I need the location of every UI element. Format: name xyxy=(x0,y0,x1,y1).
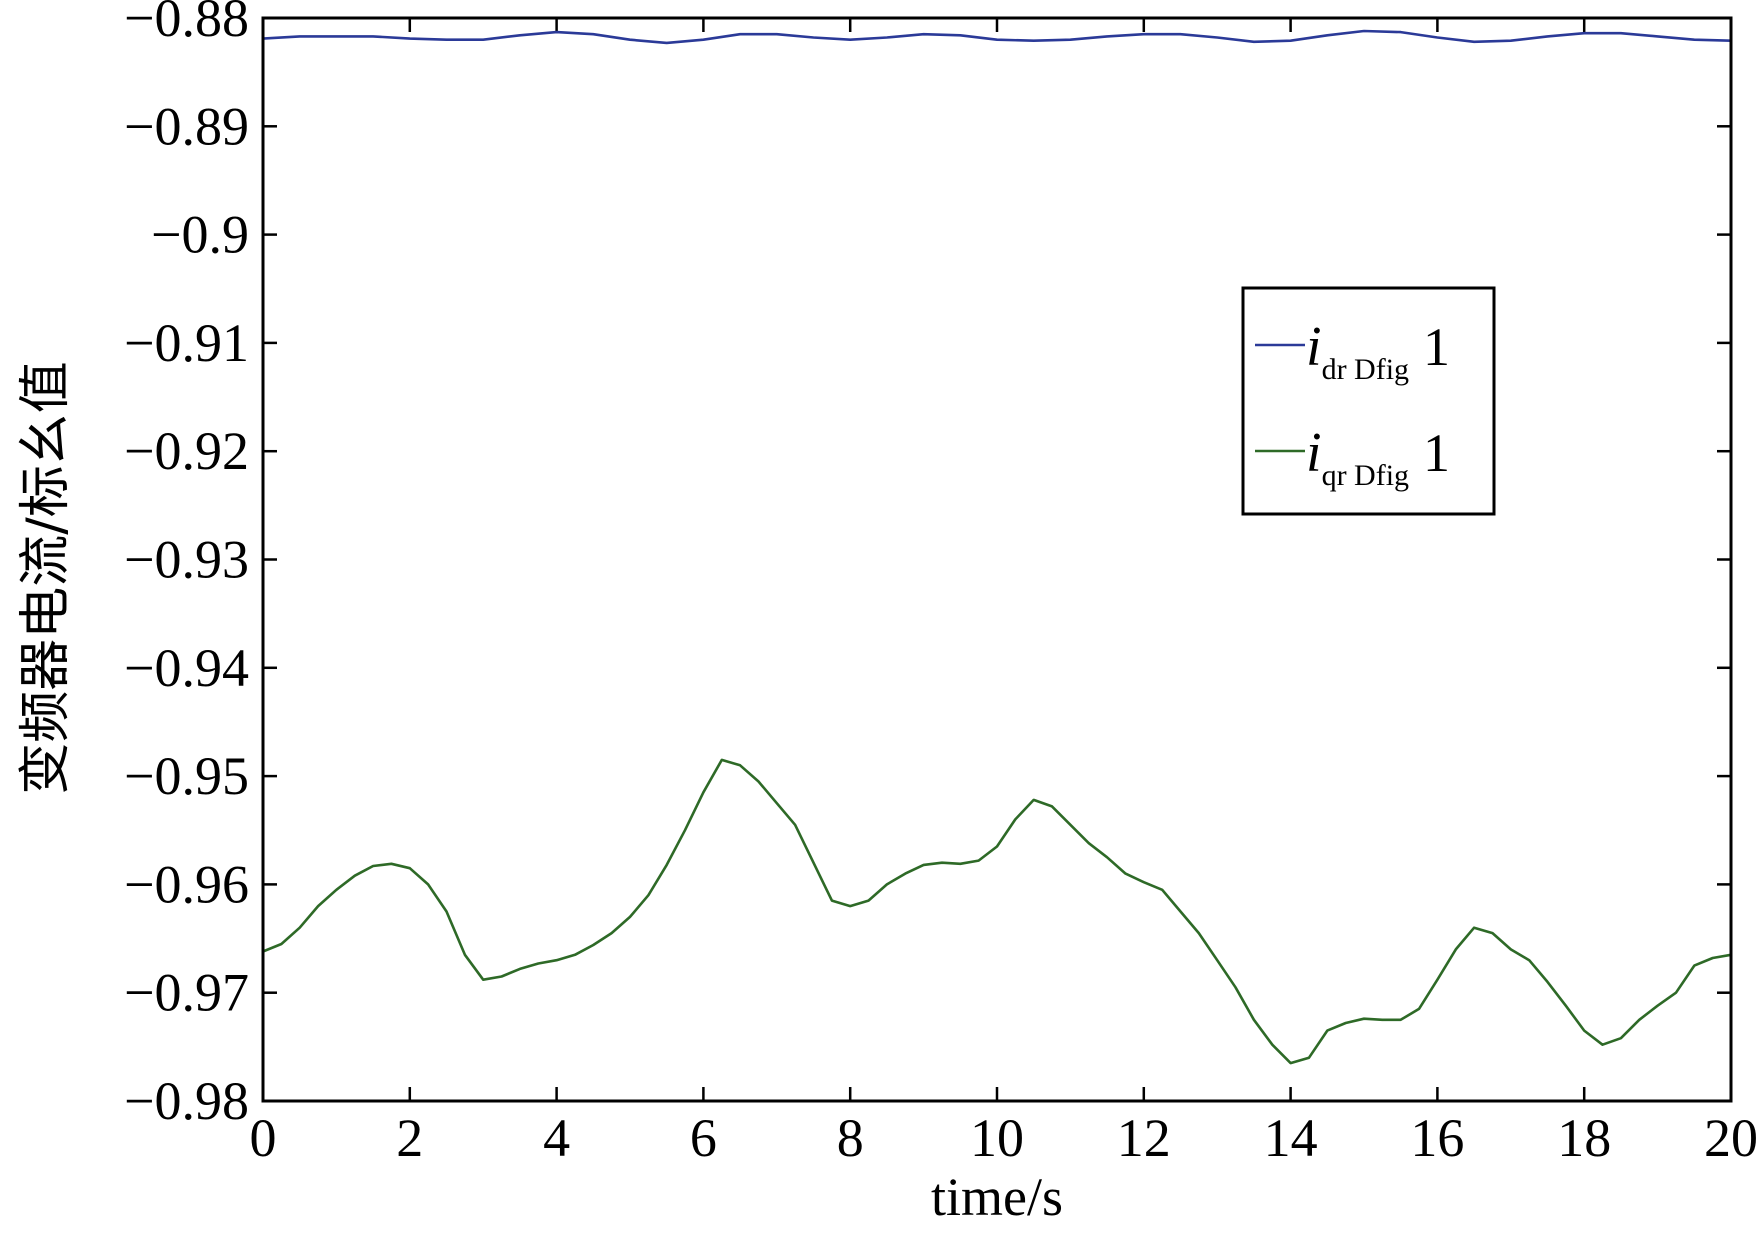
x-axis-title: time/s xyxy=(931,1167,1063,1227)
tick-marks xyxy=(261,16,1733,1103)
series-lines xyxy=(261,29,1733,1065)
legend-suffix-iqr: 1 xyxy=(1423,423,1450,483)
legend-sub-idr: dr Dfig xyxy=(1322,353,1409,386)
y-tick-label: −0.98 xyxy=(124,1071,249,1131)
y-tick-label: −0.93 xyxy=(124,530,249,590)
x-tick-label: 4 xyxy=(543,1108,570,1168)
y-tick-label: −0.89 xyxy=(124,96,249,156)
series-line-idr xyxy=(261,29,1733,45)
x-tick-label: 0 xyxy=(250,1108,277,1168)
legend-symbol-iqr: i xyxy=(1306,422,1322,484)
x-tick-label: 16 xyxy=(1410,1108,1464,1168)
x-tick-label: 10 xyxy=(970,1108,1024,1168)
y-tick-label: −0.91 xyxy=(124,313,249,373)
legend-suffix-idr: 1 xyxy=(1423,317,1450,377)
legend-symbol-idr: i xyxy=(1306,316,1322,378)
plot-area-frame xyxy=(261,16,1733,1103)
x-tick-label: 12 xyxy=(1117,1108,1171,1168)
y-tick-label: −0.92 xyxy=(124,421,249,481)
x-tick-label: 14 xyxy=(1264,1108,1318,1168)
y-tick-label: −0.88 xyxy=(124,0,249,48)
legend-sub-iqr: qr Dfig xyxy=(1322,459,1409,492)
y-tick-label: −0.95 xyxy=(124,746,249,806)
legend-box xyxy=(1241,286,1496,516)
y-tick-label: −0.9 xyxy=(151,205,249,265)
y-tick-labels: −0.88 −0.89 −0.9 −0.91 −0.92 −0.93 −0.94 −0.95 −… xyxy=(124,0,249,1131)
series-line-iqr xyxy=(261,758,1733,1065)
x-tick-label: 18 xyxy=(1557,1108,1611,1168)
x-tick-label: 2 xyxy=(396,1108,423,1168)
legend: idr Dfig 1 iqr Dfig 1 xyxy=(1241,286,1496,516)
x-tick-label: 6 xyxy=(690,1108,717,1168)
x-tick-label: 8 xyxy=(837,1108,864,1168)
y-tick-label: −0.96 xyxy=(124,854,249,914)
y-tick-label: −0.97 xyxy=(124,963,249,1023)
x-tick-labels: 0 2 4 6 8 10 12 14 16 18 20 xyxy=(250,1108,1758,1168)
x-tick-label: 20 xyxy=(1704,1108,1758,1168)
y-tick-label: −0.94 xyxy=(124,638,249,698)
y-axis-title: 变频器电流/标幺值 xyxy=(16,361,76,795)
